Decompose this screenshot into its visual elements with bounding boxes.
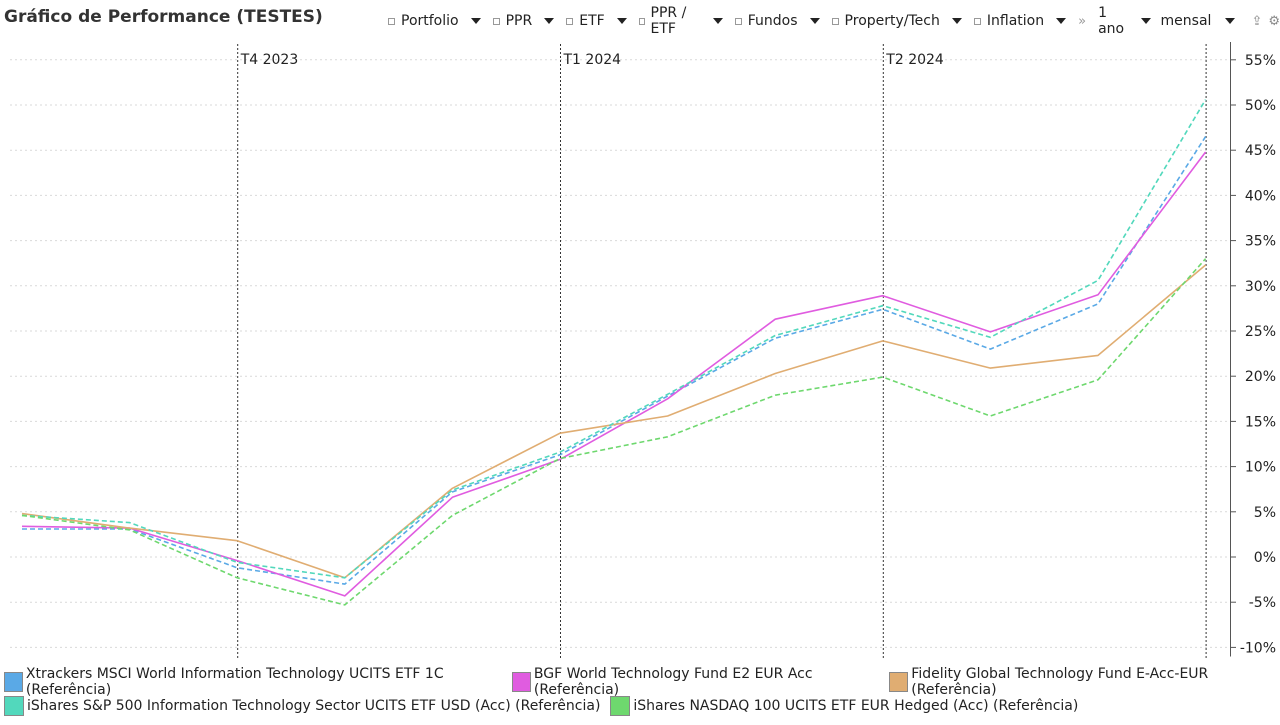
- performance-chart: -10% -5% 0% 5% 10% 15% 20% 25% 30% 35% 40% 45% 50% 55…: [10, 42, 1276, 660]
- series-line-3[interactable]: [21, 99, 1207, 579]
- y-tick-label: -5%: [1249, 595, 1276, 611]
- page-title: Gráfico de Performance (TESTES): [4, 7, 323, 27]
- checkbox-icon[interactable]: [492, 17, 500, 25]
- legend-item-xtrackers[interactable]: Xtrackers MSCI World Information Technol…: [0, 666, 502, 698]
- caret-down-icon[interactable]: [470, 18, 481, 24]
- more-chevron-icon[interactable]: »: [1078, 13, 1086, 29]
- legend-item-ishares-sp500-it[interactable]: iShares S&P 500 Information Technology S…: [0, 696, 600, 716]
- legend-swatch: [4, 696, 24, 716]
- toolbar: Portfolio PPR ETF PPR / ETF Fundos Prope…: [388, 5, 1280, 37]
- quarter-marker-label: T2 2024: [885, 52, 944, 68]
- quarter-marker-label: T1 2024: [563, 52, 622, 68]
- quarter-marker-label: T4 2023: [240, 52, 299, 68]
- series-line-1[interactable]: [21, 151, 1207, 597]
- filter-ppr-etf[interactable]: PPR / ETF: [638, 5, 731, 37]
- checkbox-icon[interactable]: [388, 17, 395, 25]
- caret-down-icon[interactable]: [712, 18, 723, 24]
- caret-down-icon[interactable]: [1225, 18, 1236, 24]
- y-tick-label: 0%: [1254, 550, 1276, 566]
- filter-ppr[interactable]: PPR: [492, 13, 563, 29]
- legend-swatch: [889, 672, 909, 692]
- export-icon[interactable]: ⇪: [1251, 13, 1263, 29]
- series-line-4[interactable]: [21, 258, 1207, 606]
- checkbox-icon[interactable]: [831, 17, 839, 25]
- legend-swatch: [610, 696, 631, 716]
- y-tick-label: 55%: [1245, 53, 1276, 69]
- chart-header: Gráfico de Performance (TESTES) Portfoli…: [0, 0, 1280, 40]
- period-select[interactable]: 1 ano: [1098, 5, 1158, 37]
- filter-fundos[interactable]: Fundos: [734, 13, 828, 29]
- y-tick-label: 15%: [1245, 414, 1276, 430]
- filter-inflation[interactable]: Inflation: [973, 13, 1074, 29]
- filter-portfolio[interactable]: Portfolio: [388, 13, 489, 29]
- caret-down-icon[interactable]: [1056, 18, 1067, 24]
- filter-etf[interactable]: ETF: [566, 13, 634, 29]
- legend-item-bgf[interactable]: BGF World Technology Fund E2 EUR Acc (Re…: [508, 666, 879, 698]
- caret-down-icon[interactable]: [544, 18, 555, 24]
- legend-item-fidelity[interactable]: Fidelity Global Technology Fund E-Acc-EU…: [885, 666, 1274, 698]
- caret-down-icon[interactable]: [1140, 18, 1151, 24]
- legend-item-ishares-nasdaq100[interactable]: iShares NASDAQ 100 UCITS ETF EUR Hedged …: [606, 696, 1078, 716]
- y-tick-label: 45%: [1245, 143, 1276, 159]
- checkbox-icon[interactable]: [734, 17, 742, 25]
- checkbox-icon[interactable]: [566, 17, 574, 25]
- y-tick-label: 50%: [1245, 98, 1276, 114]
- chart-legend: Xtrackers MSCI World Information Technol…: [0, 666, 1280, 718]
- frequency-select[interactable]: mensal: [1161, 13, 1244, 29]
- caret-down-icon[interactable]: [809, 18, 820, 24]
- series-line-0[interactable]: [22, 136, 1207, 585]
- checkbox-icon[interactable]: [973, 17, 981, 25]
- settings-icon[interactable]: ⚙: [1268, 13, 1280, 29]
- series-line-2[interactable]: [21, 264, 1207, 579]
- legend-swatch: [4, 672, 23, 692]
- legend-swatch: [511, 672, 531, 692]
- y-tick-label: 35%: [1245, 234, 1276, 250]
- y-tick-label: 25%: [1245, 324, 1276, 340]
- filter-property-tech[interactable]: Property/Tech: [831, 13, 970, 29]
- caret-down-icon[interactable]: [616, 18, 627, 24]
- y-tick-label: 30%: [1245, 279, 1276, 295]
- caret-down-icon[interactable]: [951, 18, 962, 24]
- y-tick-label: 20%: [1245, 369, 1276, 385]
- y-tick-label: 10%: [1245, 460, 1276, 476]
- y-tick-label: 5%: [1254, 505, 1276, 521]
- y-tick-label: -10%: [1240, 640, 1276, 656]
- y-tick-label: 40%: [1245, 188, 1276, 204]
- checkbox-icon[interactable]: [638, 17, 645, 25]
